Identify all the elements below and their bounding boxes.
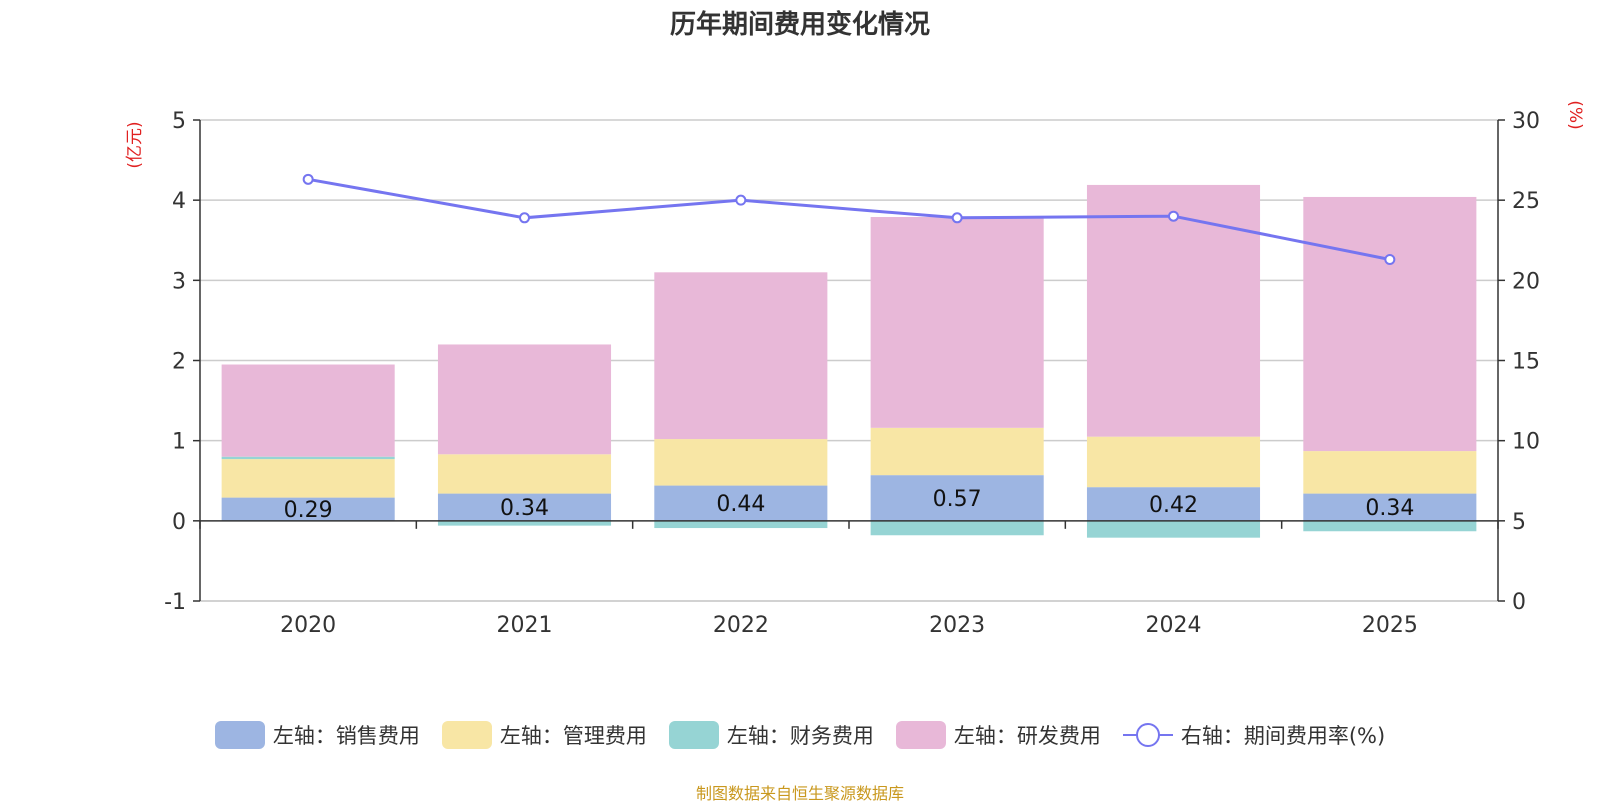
legend-swatch-finance: [668, 721, 719, 749]
bar-2022-series-3: [654, 272, 828, 440]
rate-point-2020: [302, 173, 314, 185]
bar-2025-series-0: [1303, 493, 1477, 521]
right-tick-label: 20: [1512, 269, 1540, 294]
legend-swatch-sales: [214, 721, 265, 749]
chart-legend: 左轴：销售费用 左轴：管理费用 左轴：财务费用 左轴：研发费用 右轴：期间费用率…: [0, 720, 1600, 750]
left-axis-unit-label: (亿元): [125, 121, 145, 168]
legend-item-rate[interactable]: 右轴：期间费用率(%): [1122, 720, 1386, 750]
bar-2022-series-1: [654, 439, 828, 486]
right-tick-label: 10: [1512, 430, 1540, 455]
data-label-sales-2025: 0.34: [1365, 496, 1414, 521]
bar-2020-series-0: [221, 497, 395, 521]
bar-2024-series-1: [1086, 436, 1261, 488]
rate-point-2022: [735, 194, 747, 206]
bar-2023-series-1: [870, 427, 1044, 476]
left-tick-label: 4: [172, 189, 186, 214]
data-labels: 0.29 0.34 0.44 0.57 0.42 0.34: [284, 487, 1415, 523]
x-tick-label: 2020: [280, 613, 336, 638]
left-tick-label: 1: [172, 430, 186, 455]
data-label-sales-2021: 0.34: [500, 496, 549, 521]
legend-item-sales[interactable]: 左轴：销售费用: [214, 720, 420, 750]
bar-2021-series-1: [437, 454, 612, 494]
grid-lines: [200, 119, 1498, 602]
left-tick-label: 3: [172, 269, 186, 294]
bar-2023-series-0: [870, 475, 1044, 521]
data-label-sales-2022: 0.44: [716, 492, 765, 517]
legend-line-marker-icon: [1122, 721, 1173, 749]
left-tick-label: 0: [172, 510, 186, 535]
bar-2025-series-2: [1303, 520, 1477, 532]
bar-2023-series-3: [870, 217, 1044, 428]
right-tick-label: 5: [1512, 510, 1526, 535]
legend-item-admin[interactable]: 左轴：管理费用: [441, 720, 647, 750]
bar-2024-series-0: [1086, 487, 1261, 521]
rate-point-2023: [951, 212, 963, 224]
bar-2021-series-3: [437, 344, 612, 455]
legend-swatch-rnd: [895, 721, 946, 749]
bar-2021-series-0: [437, 493, 612, 521]
x-tick-label: 2021: [497, 613, 553, 638]
data-label-sales-2024: 0.42: [1149, 493, 1198, 518]
rate-line: [302, 173, 1396, 265]
source-note: 制图数据来自恒生聚源数据库: [695, 784, 904, 803]
rate-point-2025: [1384, 253, 1396, 265]
left-tick-label: 2: [172, 350, 186, 375]
bars: [221, 184, 1477, 538]
bar-2025-series-1: [1303, 451, 1477, 494]
legend-label-finance: 左轴：财务费用: [726, 724, 874, 748]
legend-label-rnd: 左轴：研发费用: [953, 724, 1101, 748]
x-tick-label: 2022: [713, 613, 769, 638]
rate-line-path: [307, 177, 1391, 261]
legend-label-rate: 右轴：期间费用率(%): [1180, 724, 1386, 748]
legend-item-rnd[interactable]: 左轴：研发费用: [895, 720, 1101, 750]
bar-2020-series-2: [221, 456, 395, 460]
bar-2020-series-1: [221, 459, 395, 498]
right-tick-label: 25: [1512, 189, 1540, 214]
bar-2022-series-0: [654, 485, 828, 521]
legend-label-admin: 左轴：管理费用: [499, 724, 647, 748]
bar-2023-series-2: [870, 520, 1044, 536]
right-axis-unit-label: (%): [1565, 100, 1585, 129]
legend-item-finance[interactable]: 左轴：财务费用: [668, 720, 874, 750]
rate-point-2021: [519, 212, 530, 224]
bar-2024-series-3: [1086, 184, 1261, 437]
x-tick-label: 2025: [1362, 613, 1418, 638]
legend-label-sales: 左轴：销售费用: [272, 724, 420, 748]
right-tick-label: 0: [1512, 590, 1526, 615]
chart-title: 历年期间费用变化情况: [669, 10, 930, 40]
left-tick-label: -1: [164, 590, 186, 615]
right-tick-label: 30: [1512, 109, 1540, 134]
left-tick-label: 5: [172, 109, 186, 134]
x-tick-label: 2023: [929, 613, 985, 638]
x-tick-label: 2024: [1146, 613, 1202, 638]
bar-2025-series-3: [1303, 196, 1477, 452]
legend-swatch-admin: [441, 721, 492, 749]
bar-2020-series-3: [221, 364, 395, 457]
data-label-sales-2020: 0.29: [284, 498, 333, 523]
bar-2024-series-2: [1086, 520, 1261, 538]
right-tick-label: 15: [1512, 350, 1540, 375]
bar-2021-series-2: [437, 520, 612, 526]
rate-point-2024: [1168, 210, 1179, 222]
data-label-sales-2023: 0.57: [933, 487, 982, 512]
bar-2022-series-2: [654, 520, 828, 529]
